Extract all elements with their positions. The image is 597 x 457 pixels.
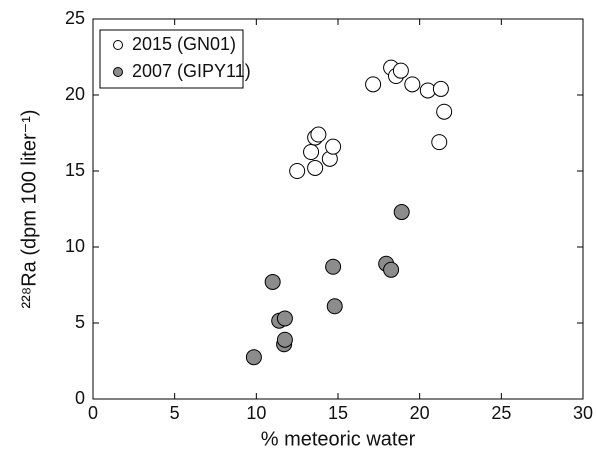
x-tick-label: 20 (410, 403, 430, 423)
point (383, 261, 400, 278)
y-tick-label: 20 (65, 84, 85, 104)
point (264, 273, 281, 290)
legend-marker (113, 40, 123, 50)
point (365, 76, 382, 93)
point (326, 298, 343, 315)
point (432, 80, 449, 97)
point (404, 76, 421, 93)
point (393, 204, 410, 221)
legend-box (99, 29, 244, 89)
y-tick-label: 0 (75, 388, 85, 408)
point (431, 134, 448, 151)
x-tick-label: 25 (491, 403, 511, 423)
legend-label: 2015 (GN01) (132, 34, 236, 54)
point (392, 62, 409, 79)
y-tick-label: 15 (65, 160, 85, 180)
point (276, 331, 293, 348)
y-tick-label: 25 (65, 8, 85, 28)
x-tick-label: 5 (170, 403, 180, 423)
point (276, 310, 293, 327)
x-tick-label: 30 (573, 403, 593, 423)
point (325, 138, 342, 155)
point (307, 159, 324, 176)
point (245, 349, 262, 366)
x-tick-label: 10 (246, 403, 266, 423)
point (310, 126, 327, 143)
legend-marker (113, 67, 123, 77)
y-axis-label: ²²⁸Ra (dpm 100 liter⁻¹) (18, 109, 40, 308)
point (325, 258, 342, 275)
point (436, 103, 453, 120)
legend-label: 2007 (GIPY11) (132, 61, 251, 81)
x-tick-label: 0 (88, 403, 98, 423)
y-tick-label: 10 (65, 236, 85, 256)
x-axis-label: % meteoric water (261, 428, 416, 450)
point (303, 144, 320, 160)
y-tick-label: 5 (75, 312, 85, 332)
x-tick-label: 15 (328, 403, 348, 423)
point (289, 163, 306, 179)
